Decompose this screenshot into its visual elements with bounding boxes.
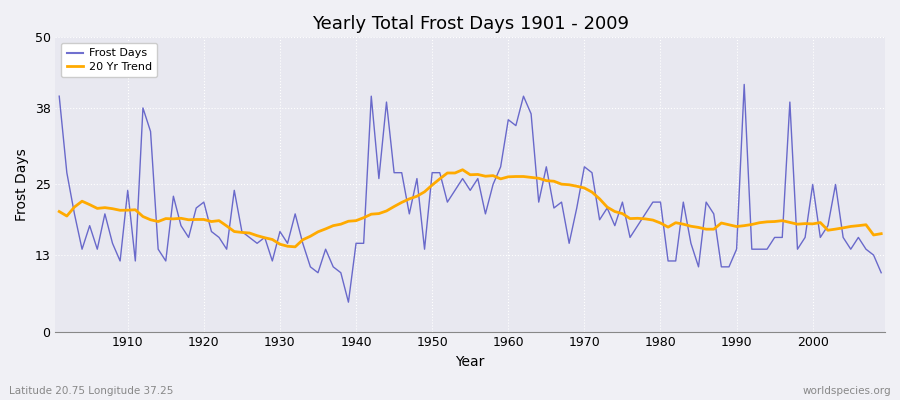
Y-axis label: Frost Days: Frost Days <box>15 148 29 221</box>
Title: Yearly Total Frost Days 1901 - 2009: Yearly Total Frost Days 1901 - 2009 <box>311 15 629 33</box>
X-axis label: Year: Year <box>455 355 485 369</box>
Text: Latitude 20.75 Longitude 37.25: Latitude 20.75 Longitude 37.25 <box>9 386 174 396</box>
Text: worldspecies.org: worldspecies.org <box>803 386 891 396</box>
Legend: Frost Days, 20 Yr Trend: Frost Days, 20 Yr Trend <box>61 43 158 77</box>
